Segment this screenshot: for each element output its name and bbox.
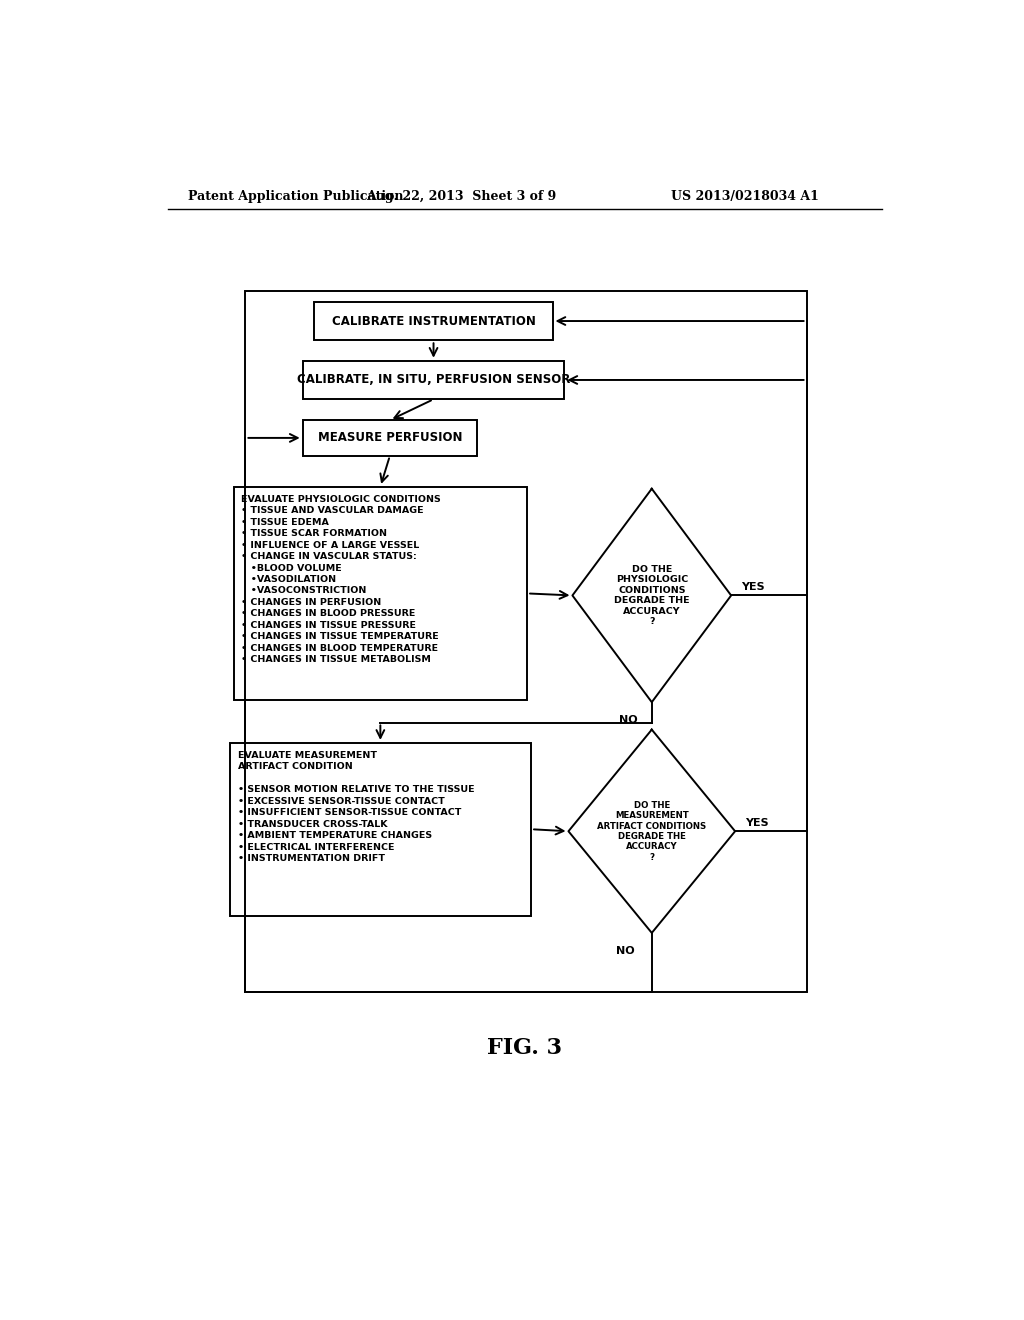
Text: CALIBRATE INSTRUMENTATION: CALIBRATE INSTRUMENTATION xyxy=(332,314,536,327)
Polygon shape xyxy=(572,488,731,702)
Text: YES: YES xyxy=(740,582,764,593)
Text: DO THE
PHYSIOLOGIC
CONDITIONS
DEGRADE THE
ACCURACY
?: DO THE PHYSIOLOGIC CONDITIONS DEGRADE TH… xyxy=(614,565,689,626)
Polygon shape xyxy=(568,730,735,933)
Bar xyxy=(246,290,807,991)
Text: NO: NO xyxy=(618,715,637,726)
Text: NO: NO xyxy=(616,946,635,956)
Bar xyxy=(303,420,477,455)
Text: Patent Application Publication: Patent Application Publication xyxy=(187,190,403,202)
Text: EVALUATE PHYSIOLOGIC CONDITIONS
• TISSUE AND VASCULAR DAMAGE
• TISSUE EDEMA
• TI: EVALUATE PHYSIOLOGIC CONDITIONS • TISSUE… xyxy=(242,495,441,664)
Text: US 2013/0218034 A1: US 2013/0218034 A1 xyxy=(671,190,818,202)
Bar xyxy=(229,743,531,916)
Bar xyxy=(303,360,564,399)
Text: EVALUATE MEASUREMENT
ARTIFACT CONDITION

• SENSOR MOTION RELATIVE TO THE TISSUE
: EVALUATE MEASUREMENT ARTIFACT CONDITION … xyxy=(238,751,474,863)
Bar xyxy=(314,302,553,341)
Bar xyxy=(233,487,527,700)
Text: MEASURE PERFUSION: MEASURE PERFUSION xyxy=(317,432,462,445)
Text: FIG. 3: FIG. 3 xyxy=(487,1036,562,1059)
Text: Aug. 22, 2013  Sheet 3 of 9: Aug. 22, 2013 Sheet 3 of 9 xyxy=(367,190,556,202)
Text: DO THE
MEASUREMENT
ARTIFACT CONDITIONS
DEGRADE THE
ACCURACY
?: DO THE MEASUREMENT ARTIFACT CONDITIONS D… xyxy=(597,801,707,862)
Text: CALIBRATE, IN SITU, PERFUSION SENSOR: CALIBRATE, IN SITU, PERFUSION SENSOR xyxy=(297,374,570,387)
Text: YES: YES xyxy=(744,818,768,828)
